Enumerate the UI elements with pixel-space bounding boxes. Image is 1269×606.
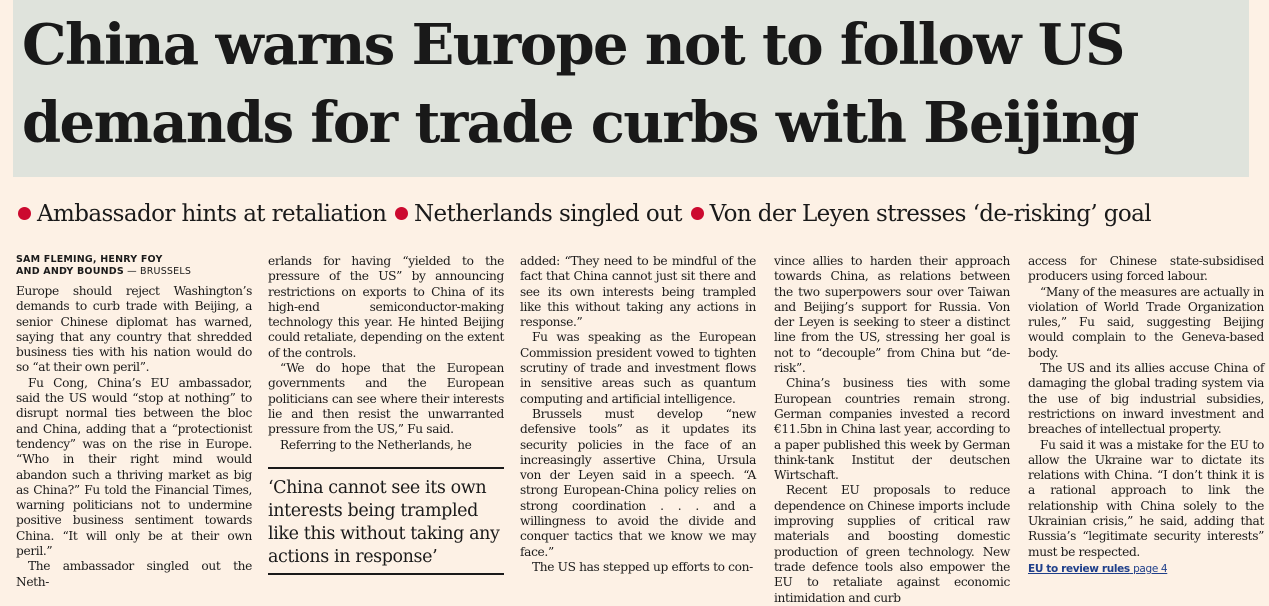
paragraph: Europe should reject Washington’s demand…: [16, 284, 252, 375]
paragraph: vince allies to harden their approach to…: [774, 254, 1010, 376]
subhead-3: Von der Leyen stresses ‘de-risking’ goal: [709, 201, 1152, 227]
column-2: erlands for having “yielded to the press…: [268, 254, 504, 575]
subheads: Ambassador hints at retaliation Netherla…: [16, 196, 1266, 232]
paragraph: “We do hope that the European government…: [268, 361, 504, 437]
cross-reference[interactable]: EU to review rules page 4: [1028, 561, 1264, 577]
byline-names-2: AND ANDY BOUNDS: [16, 266, 124, 277]
headline: China warns Europe not to follow US dema…: [22, 6, 1247, 162]
paragraph: Fu Cong, China’s EU ambassador, said the…: [16, 375, 252, 559]
subhead-1: Ambassador hints at retaliation: [37, 201, 387, 227]
pull-quote: ‘China cannot see its own interests bein…: [268, 466, 504, 575]
headline-line-1: China warns Europe not to follow US: [22, 12, 1125, 78]
byline-names-1: SAM FLEMING, HENRY FOY: [16, 254, 163, 265]
paragraph: erlands for having “yielded to the press…: [268, 254, 504, 360]
subhead-2: Netherlands singled out: [414, 201, 683, 227]
ref-page: page 4: [1133, 562, 1168, 575]
paragraph: Referring to the Netherlands, he: [280, 437, 472, 452]
paragraph: China’s business ties with some European…: [774, 376, 1010, 483]
ref-label: EU to review rules: [1028, 562, 1130, 575]
paragraph: added: “They need to be mindful of the f…: [520, 254, 756, 330]
paragraph: Brussels must develop “new defensive too…: [520, 406, 756, 559]
byline: SAM FLEMING, HENRY FOY AND ANDY BOUNDS —…: [16, 254, 252, 278]
paragraph: access for Chinese state-subsidised prod…: [1028, 254, 1264, 284]
paragraph: Fu was speaking as the European Commissi…: [520, 330, 756, 406]
paragraph: “Many of the measures are actually in vi…: [1028, 284, 1264, 360]
ref-link[interactable]: EU to review rules page 4: [1028, 562, 1168, 575]
column-3: added: “They need to be mindful of the f…: [520, 254, 756, 575]
headline-line-2: demands for trade curbs with Beijing: [22, 90, 1139, 156]
headline-box: [13, 0, 1249, 177]
paragraph: The ambassador singled out the Neth-: [16, 559, 252, 589]
paragraph: The US has stepped up efforts to con-: [532, 559, 753, 574]
column-4: vince allies to harden their approach to…: [774, 254, 1010, 606]
column-1: SAM FLEMING, HENRY FOY AND ANDY BOUNDS —…: [16, 252, 252, 590]
bullet-icon: [395, 207, 409, 220]
bullet-icon: [690, 207, 704, 220]
paragraph: The US and its allies accuse China of da…: [1028, 361, 1264, 437]
byline-separator: —: [123, 266, 141, 277]
bullet-icon: [18, 207, 31, 220]
column-5: access for Chinese state-subsidised prod…: [1028, 254, 1264, 577]
byline-location: BRUSSELS: [140, 266, 192, 277]
paragraph: Recent EU proposals to reduce dependence…: [774, 483, 1010, 605]
paragraph: Fu said it was a mistake for the EU to a…: [1028, 437, 1264, 559]
